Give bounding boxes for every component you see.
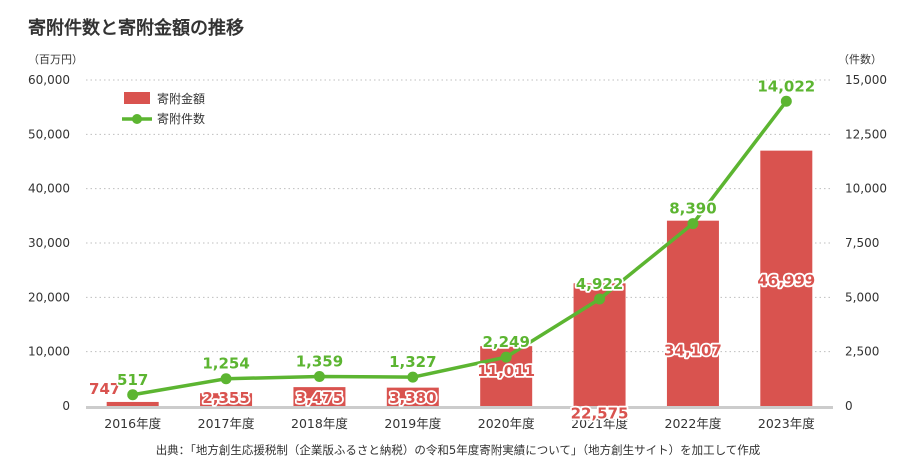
line-value-label: 4,922 (576, 275, 623, 293)
bar (106, 401, 159, 406)
bar (386, 387, 439, 406)
legend-line-marker (132, 114, 142, 124)
x-axis-tick-label: 2017年度 (198, 416, 255, 431)
x-axis-tick-label: 2019年度 (384, 416, 441, 431)
right-axis-tick-label: 12,500 (845, 127, 887, 141)
left-axis-tick-label: 50,000 (28, 127, 70, 141)
line-value-label: 1,254 (202, 355, 249, 373)
right-axis-tick-label: 15,000 (845, 73, 887, 87)
x-axis-line (86, 406, 833, 409)
bar-value-label: 46,999 (757, 272, 815, 290)
bar-value-label: 2,355 (202, 389, 249, 407)
line-point (500, 351, 512, 363)
line-point (313, 370, 325, 382)
bar-value-label: 3,475 (296, 389, 343, 407)
bar (760, 150, 813, 406)
line-value-label: 14,022 (757, 77, 815, 95)
x-axis-tick-label: 2022年度 (665, 416, 722, 431)
chart-title: 寄附件数と寄附金額の推移 (28, 18, 244, 39)
left-axis-tick-label: 60,000 (28, 73, 70, 87)
right-axis-tick-label: 2,500 (845, 345, 879, 359)
bar-value-label: 747 (89, 380, 120, 398)
x-axis-tick-label: 2016年度 (104, 416, 161, 431)
bar-value-label: 22,575 (571, 404, 629, 422)
legend-bar-label: 寄附金額 (157, 91, 205, 106)
right-axis-tick-label: 0 (845, 399, 853, 413)
right-axis-unit: （件数） (838, 53, 882, 66)
right-axis-tick-label: 5,000 (845, 290, 879, 304)
line-point (687, 218, 699, 230)
right-axis-tick-label: 7,500 (845, 236, 879, 250)
bar-value-label: 3,380 (389, 389, 436, 407)
x-axis-tick-label: 2023年度 (758, 416, 815, 431)
line-point (594, 293, 606, 305)
left-axis-tick-label: 0 (62, 399, 70, 413)
bar (200, 393, 253, 406)
line-point (407, 371, 419, 383)
source-note: 出典：「地方創生応援税制（企業版ふるさと納税）の令和5年度寄附実績について」（地… (155, 443, 761, 457)
legend-bar-swatch (124, 92, 150, 104)
bar-value-label: 11,011 (477, 362, 535, 380)
x-axis-tick-label: 2020年度 (478, 416, 535, 431)
line-value-label: 1,359 (296, 352, 343, 370)
line-value-label: 517 (117, 371, 148, 389)
left-axis-unit: （百万円） (28, 53, 83, 66)
line-point (780, 95, 792, 107)
line-value-label: 2,249 (482, 333, 529, 351)
left-axis-tick-label: 10,000 (28, 345, 70, 359)
bar (293, 387, 346, 406)
legend-line-label: 寄附件数 (157, 111, 205, 126)
series-line (132, 100, 788, 397)
line-point (220, 373, 232, 385)
line-point (127, 389, 139, 401)
left-axis-tick-label: 20,000 (28, 290, 70, 304)
line-value-label: 1,327 (389, 353, 436, 371)
bar-value-label: 34,107 (664, 342, 722, 360)
left-axis-tick-label: 40,000 (28, 182, 70, 196)
x-axis-tick-label: 2018年度 (291, 416, 348, 431)
x-axis-tick-label: 2021年度 (571, 416, 628, 431)
bar (666, 220, 719, 406)
right-axis-tick-label: 10,000 (845, 182, 887, 196)
line-value-label: 8,390 (669, 200, 716, 218)
left-axis-tick-label: 30,000 (28, 236, 70, 250)
